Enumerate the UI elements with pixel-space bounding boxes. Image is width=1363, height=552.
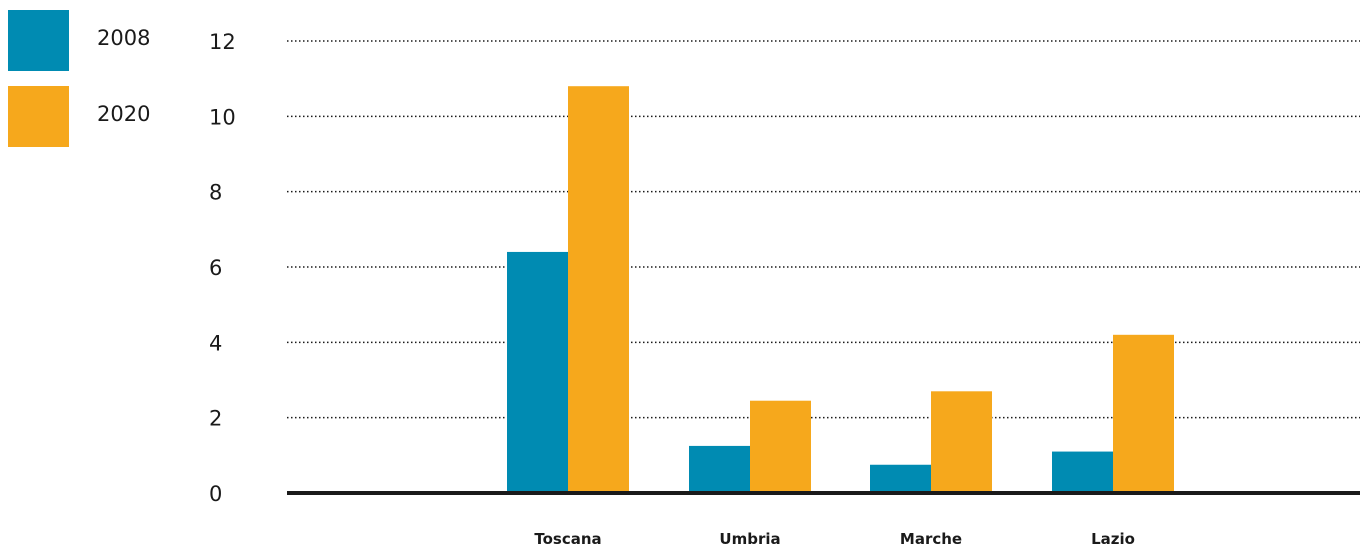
bar-2008-lazio	[1052, 451, 1113, 493]
legend-label: 2020	[97, 102, 150, 126]
x-axis: Toscana Umbria Marche Lazio	[287, 491, 1360, 548]
bar-2008-umbria	[689, 445, 750, 493]
y-tick-label: 10	[209, 105, 236, 129]
bar-2008-toscana	[507, 251, 568, 493]
grid-lines	[287, 40, 1360, 419]
y-tick-label: 6	[209, 256, 222, 280]
y-tick-label: 2	[209, 407, 222, 431]
bar-2020-marche	[931, 391, 992, 493]
y-axis: 0 2 4 6 8 10 12	[209, 30, 236, 506]
x-tick-label: Marche	[900, 530, 962, 548]
x-tick-label: Umbria	[719, 530, 780, 548]
y-tick-label: 4	[209, 331, 222, 355]
bar-2020-toscana	[568, 86, 629, 493]
bar-2008-marche	[870, 464, 931, 493]
x-tick-label: Toscana	[534, 530, 601, 548]
y-tick-label: 0	[209, 482, 222, 506]
legend-swatch-2020	[8, 86, 69, 147]
bar-2020-umbria	[750, 400, 811, 493]
y-tick-label: 8	[209, 181, 222, 205]
legend-label: 2008	[97, 26, 150, 50]
legend-swatch-2008	[8, 10, 69, 71]
bar-2020-lazio	[1113, 334, 1174, 493]
x-tick-label: Lazio	[1091, 530, 1135, 548]
y-tick-label: 12	[209, 30, 236, 54]
legend: 2008 2020	[8, 10, 150, 147]
bars	[507, 86, 1174, 493]
